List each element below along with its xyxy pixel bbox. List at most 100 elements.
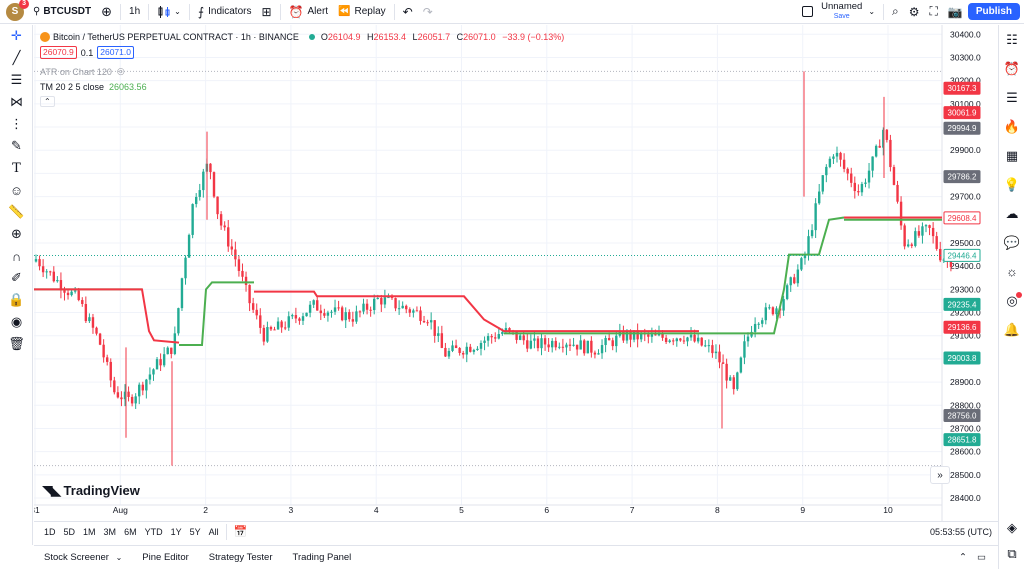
drawing-toolbar: ✛ ╱ ☰ ⋈ ⋮ ✎ T ☺ 📏 ⊕ ∩ ✐ 🔒 ◉ 🗑 (0, 25, 33, 545)
interval-button[interactable]: 1h (129, 6, 141, 17)
buy-price[interactable]: 26071.0 (97, 46, 134, 59)
tab-pine-editor[interactable]: Pine Editor (142, 552, 189, 563)
chart-type-button[interactable]: ⌄ (152, 0, 186, 24)
crosshair-tool[interactable]: ✛ (0, 25, 33, 47)
pair-title[interactable]: Bitcoin / TetherUS PERPETUAL CONTRACT · … (53, 31, 299, 42)
settings-button[interactable]: ⚙ (904, 0, 925, 24)
user-avatar[interactable]: S 3 (6, 0, 29, 21)
candle-body (287, 316, 290, 328)
candle-body (227, 227, 230, 247)
hotlists-button[interactable]: 🔥 (999, 112, 1024, 141)
signals-button[interactable]: ◎ (999, 286, 1024, 315)
pattern-tool[interactable]: ⋈ (0, 91, 33, 113)
tab-trading-panel[interactable]: Trading Panel (292, 552, 352, 563)
compare-button[interactable]: ⊕ (96, 0, 117, 24)
price-label-text: 30061.9 (948, 109, 977, 118)
range-button-1y[interactable]: 1Y (170, 526, 182, 537)
tm-indicator-label[interactable]: TM 20 2 5 close (40, 81, 105, 92)
fib-lines-icon: ☰ (10, 72, 23, 87)
measure-tool[interactable]: 📏 (0, 201, 33, 223)
bell-icon: 🔔 (1003, 321, 1021, 337)
trendline-tool[interactable]: ╱ (0, 47, 33, 69)
candle-body (878, 145, 881, 148)
details-list-icon: ☰ (1006, 89, 1018, 105)
emoji-tool[interactable]: ☺ (0, 179, 33, 201)
prediction-tool[interactable]: ⋮ (0, 113, 33, 135)
range-button-5y[interactable]: 5Y (189, 526, 201, 537)
chats-button[interactable]: 💬 (999, 228, 1024, 257)
range-button-6m[interactable]: 6M (124, 526, 137, 537)
price-label-box (943, 297, 981, 311)
candle-body (422, 320, 426, 323)
alert-button[interactable]: ⏰ Alert (284, 0, 334, 24)
help-button[interactable]: ☼ (999, 257, 1024, 286)
fib-tool[interactable]: ☰ (0, 69, 33, 91)
candle-body (917, 231, 921, 236)
candle-body (152, 369, 155, 375)
collapse-legend-button[interactable]: ⌃ (40, 96, 55, 107)
lock-tool[interactable]: 🔒 (0, 289, 33, 311)
hide-tool[interactable]: ◉ (0, 311, 33, 333)
atr-indicator-label[interactable]: ATR on Chart 120 (40, 66, 112, 77)
range-button-5d[interactable]: 5D (63, 526, 76, 537)
redo-button[interactable]: ↷ (418, 0, 438, 24)
candle-body (746, 336, 750, 342)
zoom-tool[interactable]: ⊕ (0, 223, 33, 245)
range-button-1d[interactable]: 1D (44, 526, 56, 537)
x-tick-label: 2 (203, 505, 208, 515)
layers-button[interactable]: ⧉ (999, 539, 1024, 568)
quick-search-button[interactable]: ⌕ (887, 0, 904, 24)
candle-body (145, 379, 148, 391)
publish-button[interactable]: Publish (967, 3, 1020, 20)
layout-save-button[interactable]: Unnamed Save ⌄ (797, 0, 880, 24)
range-button-3m[interactable]: 3M (103, 526, 117, 537)
remove-tool[interactable]: 🗑 (0, 333, 33, 355)
tab-stock-screener[interactable]: Stock Screener ⌄ (44, 552, 123, 563)
candle-body (358, 311, 362, 313)
calendar-button[interactable]: ▦ (999, 141, 1024, 170)
candle-body (657, 333, 661, 336)
templates-button[interactable]: ⊞ (256, 0, 276, 24)
snapshot-button[interactable]: 📷 (943, 0, 968, 24)
candle-body (654, 334, 657, 336)
details-button[interactable]: ☰ (999, 83, 1024, 112)
candle-body (924, 225, 928, 227)
candle-body (166, 347, 169, 355)
undo-button[interactable]: ↶ (398, 0, 418, 24)
sell-price[interactable]: 26070.9 (40, 46, 77, 59)
magnet-tool[interactable]: ∩ (0, 245, 33, 267)
clock-time[interactable]: 05:53:55 (UTC) (929, 527, 992, 537)
range-button-ytd[interactable]: YTD (144, 526, 163, 537)
collapse-panel-icon[interactable]: ⌃ (959, 552, 968, 563)
notification-badge: 3 (19, 0, 29, 9)
goto-date-icon[interactable]: 📅 (233, 526, 248, 538)
candle-body (729, 377, 732, 381)
eye-off-icon[interactable]: ◎ (116, 66, 125, 76)
candle-body (931, 227, 935, 237)
watchlist-button[interactable]: ☷ (999, 25, 1024, 54)
fullscreen-button[interactable]: ⛶ (925, 0, 943, 24)
brush-tool[interactable]: ✎ (0, 135, 33, 157)
stay-drawing-tool[interactable]: ✐ (0, 267, 33, 289)
range-button-all[interactable]: All (208, 526, 219, 537)
scroll-to-realtime-button[interactable]: » (930, 466, 950, 484)
streams-button[interactable]: ☁ (999, 199, 1024, 228)
alerts-button[interactable]: ⏰ (999, 54, 1024, 83)
tab-strategy-tester[interactable]: Strategy Tester (208, 552, 273, 563)
maximize-panel-icon[interactable]: ▭ (977, 552, 986, 563)
candle-body (223, 225, 226, 228)
replay-button[interactable]: ⏪ Replay (333, 0, 391, 24)
price-chart[interactable]: 30400.030300.030200.030100.030000.029900… (34, 25, 998, 521)
notifications-button[interactable]: 🔔 (999, 315, 1024, 344)
symbol-search[interactable]: ⚲ BTCUSDT (28, 0, 96, 24)
candle-body (686, 337, 689, 342)
text-tool[interactable]: T (0, 157, 33, 179)
dom-button[interactable]: ◈ (999, 513, 1024, 542)
ideas-button[interactable]: 💡 (999, 170, 1024, 199)
indicators-button[interactable]: ⨍ Indicators (193, 0, 257, 24)
candle-body (611, 340, 614, 347)
price-label-text: 29446.4 (948, 251, 977, 260)
range-button-1m[interactable]: 1M (83, 526, 96, 537)
candle-body (326, 312, 330, 316)
candle-body (376, 298, 379, 300)
